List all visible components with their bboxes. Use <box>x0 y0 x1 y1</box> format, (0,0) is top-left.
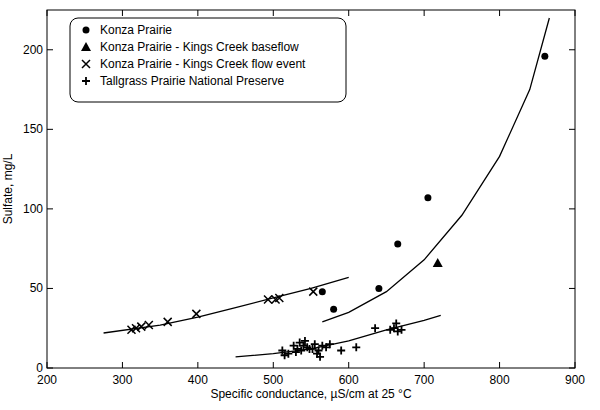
x-tick <box>273 362 274 368</box>
point <box>433 258 443 267</box>
y-tick-label: 100 <box>23 202 43 216</box>
point <box>424 194 431 201</box>
point <box>337 346 345 354</box>
y-tick-label: 50 <box>30 281 44 295</box>
x-tick-label: 400 <box>188 373 208 387</box>
y-tick <box>569 129 575 130</box>
legend-marker <box>81 42 91 51</box>
fit-line <box>322 18 549 322</box>
x-tick <box>197 10 198 16</box>
fit-line <box>236 315 441 356</box>
x-tick-label: 900 <box>565 373 585 387</box>
point <box>145 321 153 329</box>
y-tick <box>569 49 575 50</box>
x-tick <box>499 362 500 368</box>
point <box>352 343 360 351</box>
x-tick <box>575 362 576 368</box>
y-tick <box>47 49 53 50</box>
x-tick <box>122 362 123 368</box>
y-tick <box>569 368 575 369</box>
point <box>394 327 402 335</box>
point <box>316 353 324 361</box>
plot-frame <box>47 10 575 368</box>
legend-marker <box>82 60 90 68</box>
y-axis-label: Sulfate, mg/L <box>1 153 15 224</box>
x-tick-label: 200 <box>37 373 57 387</box>
point <box>375 285 382 292</box>
point <box>319 288 326 295</box>
legend-box <box>70 18 346 102</box>
legend-label: Tallgrass Prairie National Preserve <box>100 74 284 88</box>
x-tick <box>348 10 349 16</box>
x-tick <box>575 10 576 16</box>
legend-label: Konza Prairie - Kings Creek flow event <box>100 57 306 71</box>
x-tick-label: 700 <box>414 373 434 387</box>
x-tick-label: 300 <box>112 373 132 387</box>
x-tick <box>197 362 198 368</box>
x-tick <box>348 362 349 368</box>
legend-label: Konza Prairie <box>100 23 172 37</box>
x-tick <box>424 10 425 16</box>
fit-line <box>104 277 349 333</box>
y-tick-label: 150 <box>23 122 43 136</box>
legend-label: Konza Prairie - Kings Creek baseflow <box>100 40 299 54</box>
y-tick <box>47 129 53 130</box>
x-axis-label: Specific conductance, µS/cm at 25 °C <box>210 387 411 401</box>
x-tick-label: 500 <box>263 373 283 387</box>
x-tick <box>47 10 48 16</box>
chart: 200 300 400 500 600 700 800 900 0 50 100 150 200 Spec… <box>0 0 600 410</box>
point <box>394 240 401 247</box>
x-tick <box>122 10 123 16</box>
x-tick <box>499 10 500 16</box>
y-tick-label: 0 <box>36 361 43 375</box>
x-tick-label: 800 <box>490 373 510 387</box>
x-tick <box>47 362 48 368</box>
legend-marker <box>83 27 90 34</box>
point <box>137 323 145 331</box>
legend: Konza Prairie Konza Prairie - Kings Creek… <box>70 18 346 102</box>
y-tick <box>569 288 575 289</box>
x-tick <box>424 362 425 368</box>
y-tick <box>47 208 53 209</box>
point <box>371 324 379 332</box>
x-tick <box>273 10 274 16</box>
y-tick-label: 200 <box>23 43 43 57</box>
y-tick <box>47 368 53 369</box>
legend-marker <box>82 77 90 85</box>
point <box>541 53 548 60</box>
point <box>330 306 337 313</box>
y-tick <box>47 288 53 289</box>
y-tick <box>569 208 575 209</box>
x-tick-label: 600 <box>339 373 359 387</box>
